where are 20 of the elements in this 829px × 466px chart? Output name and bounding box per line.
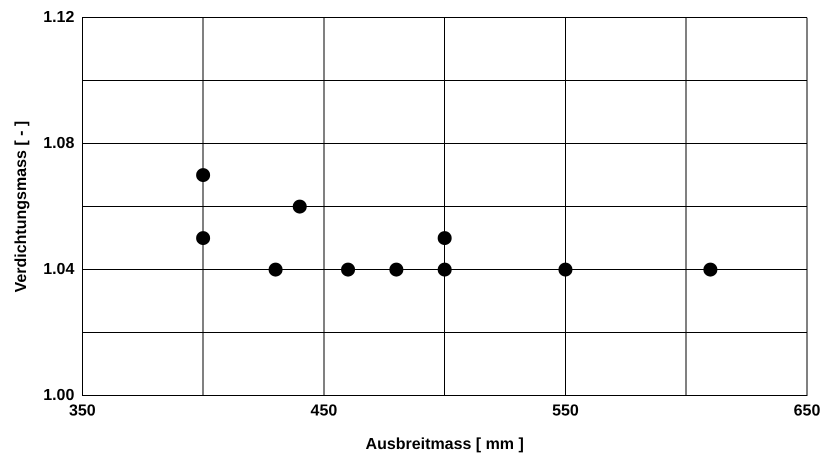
point xyxy=(389,262,404,277)
x-tick-label: 450 xyxy=(310,402,338,420)
y-tick-label: 1.12 xyxy=(43,9,74,26)
y-axis-title: Verdichtungsmass [ - ] xyxy=(13,120,30,292)
x-axis-title: Ausbreitmass [ mm ] xyxy=(366,436,524,453)
x-tick-label: 350 xyxy=(68,402,96,420)
point xyxy=(196,168,210,182)
y-tick-label: 1.04 xyxy=(43,261,74,278)
point xyxy=(438,231,452,246)
point xyxy=(703,262,718,277)
point xyxy=(341,262,356,277)
x-tick-label: 550 xyxy=(552,402,579,420)
x-tick-label: 650 xyxy=(794,402,820,420)
y-tick-label: 1.00 xyxy=(43,387,74,404)
point xyxy=(438,262,452,277)
y-tick-label: 1.08 xyxy=(43,135,74,152)
point xyxy=(292,200,307,214)
point xyxy=(196,231,210,246)
point xyxy=(558,262,572,277)
point xyxy=(268,262,283,277)
